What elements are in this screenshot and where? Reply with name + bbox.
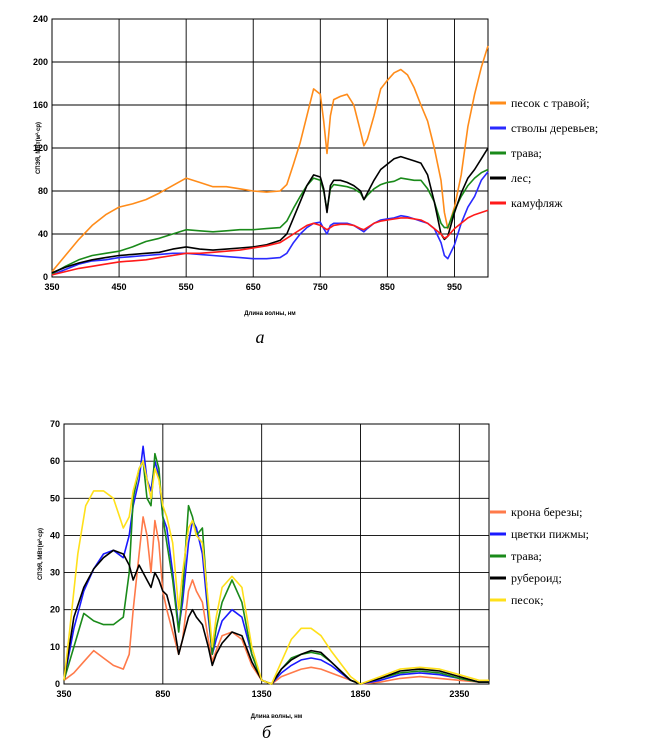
x-tick-label: 1850: [350, 689, 370, 699]
y-tick-label: 0: [43, 272, 48, 282]
legend-label: крона березы;: [511, 505, 582, 519]
legend-label: камуфляж: [511, 196, 563, 210]
y-tick-label: 10: [50, 642, 60, 652]
x-tick-label: 2350: [449, 689, 469, 699]
y-tick-label: 80: [38, 186, 48, 196]
chart-2: 0 10 20 30 40 50 60 70 350 850 1350 1850 2350 Длина в…: [37, 419, 589, 742]
chart-caption: б: [262, 722, 272, 742]
x-tick-label: 650: [246, 282, 261, 292]
y-tick-label: 160: [33, 100, 48, 110]
y-tick-label: 20: [50, 605, 60, 615]
legend-label: лес;: [511, 171, 531, 185]
legend-label: песок с травой;: [511, 96, 590, 110]
x-axis-label: Длина волны, нм: [251, 714, 303, 720]
legend-label: цветки пижмы;: [511, 527, 589, 541]
legend-label: рубероид;: [511, 571, 562, 585]
x-tick-label: 1350: [252, 689, 272, 699]
series-line: [64, 550, 489, 684]
y-axis-label: СПЭЯ, МВт(м²·ср): [35, 122, 42, 174]
plot-frame: [64, 424, 489, 684]
y-axis-label: СПЭЯ, МВт(м²·ср): [37, 528, 44, 580]
series-line: [52, 148, 488, 273]
x-tick-label: 350: [56, 689, 71, 699]
series-line: [52, 172, 488, 275]
legend-label: трава;: [511, 146, 542, 160]
x-tick-label: 950: [447, 282, 462, 292]
y-tick-label: 70: [50, 419, 60, 429]
legend-label: стволы деревьев;: [511, 121, 598, 135]
series-line: [52, 210, 488, 275]
y-tick-label: 40: [50, 530, 60, 540]
x-axis-label: Длина волны, нм: [244, 311, 296, 317]
x-tick-label: 850: [155, 689, 170, 699]
y-tick-label: 240: [33, 14, 48, 24]
y-tick-label: 30: [50, 568, 60, 578]
y-tick-label: 0: [55, 679, 60, 689]
y-tick-label: 200: [33, 57, 48, 67]
legend-label: трава;: [511, 549, 542, 563]
x-tick-label: 450: [112, 282, 127, 292]
x-tick-label: 550: [179, 282, 194, 292]
legend-label: песок;: [511, 593, 544, 607]
series-line: [64, 446, 489, 684]
x-tick-label: 850: [380, 282, 395, 292]
series-line: [52, 46, 488, 272]
y-tick-label: 50: [50, 493, 60, 503]
series-line: [64, 454, 489, 684]
y-tick-label: 60: [50, 456, 60, 466]
chart-caption: а: [256, 327, 265, 347]
y-tick-label: 40: [38, 229, 48, 239]
x-tick-label: 750: [313, 282, 328, 292]
x-tick-label: 350: [44, 282, 59, 292]
